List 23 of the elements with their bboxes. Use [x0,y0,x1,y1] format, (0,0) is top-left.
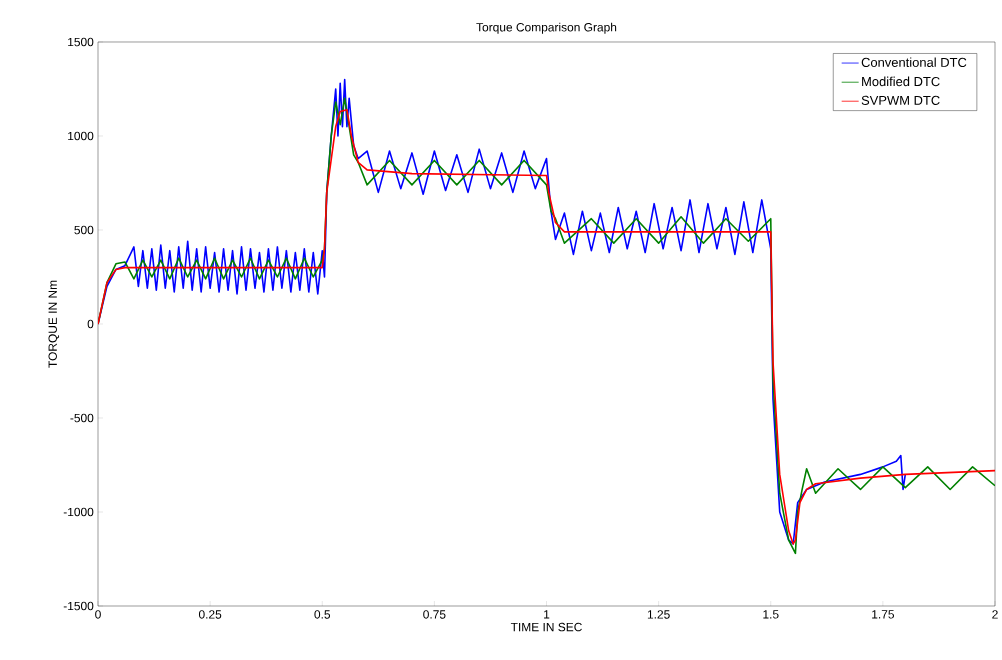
y-tick-label: -500 [70,413,94,423]
chart-title: Torque Comparison Graph [476,22,617,34]
y-tick-label: 0 [87,319,94,329]
x-tick-label: 1.5 [763,610,779,619]
y-tick-label: 500 [74,225,94,235]
y-tick-label: -1000 [63,507,94,517]
x-tick-label: 1.75 [872,610,895,619]
legend-label: SVPWM DTC [861,95,940,105]
legend-label: Conventional DTC [861,57,967,67]
x-tick-label: 0.25 [198,610,222,619]
y-axis-title: TORQUE IN Nm [48,280,60,368]
y-tick-label: 1500 [68,37,94,47]
legend-label: Modified DTC [862,76,940,87]
x-tick-label: 1.25 [647,610,670,619]
y-tick-label: -1500 [63,601,94,611]
x-axis-title: TIME IN SEC [510,622,582,632]
x-tick-label: 0 [95,610,101,619]
x-tick-label: 1 [544,610,550,619]
line-series [98,78,907,545]
x-tick-label: 2 [992,610,998,619]
y-tick-label: 1000 [68,131,94,141]
x-tick-label: 0.75 [423,610,446,619]
x-tick-label: 0.5 [314,610,331,619]
